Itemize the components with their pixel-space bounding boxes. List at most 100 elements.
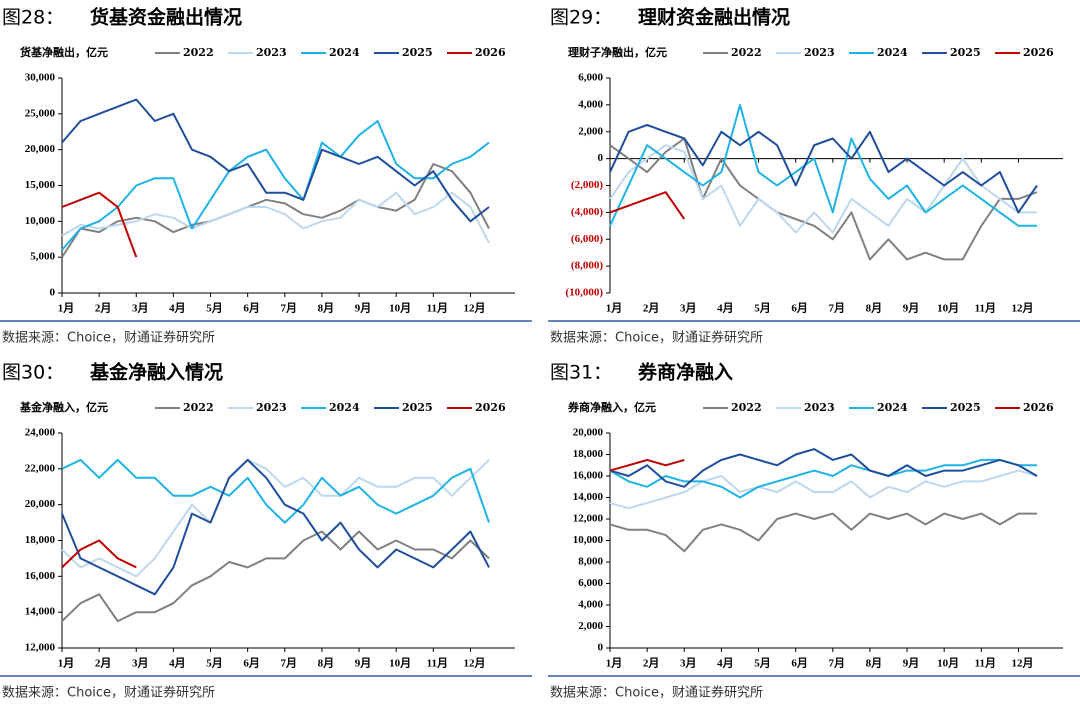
x-tick-label: 9月 <box>903 302 920 315</box>
x-tick-label: 12月 <box>463 657 485 670</box>
x-tick-label: 9月 <box>903 657 920 670</box>
series-line <box>61 163 490 258</box>
x-tick-label: 2月 <box>95 657 112 670</box>
x-tick-label: 11月 <box>427 657 448 670</box>
y-tick-label: 0 <box>598 642 604 654</box>
source-note: 数据来源：Choice，财通证券研究所 <box>2 330 215 346</box>
x-tick-label: 7月 <box>281 657 298 670</box>
legend-label: 2026 <box>1023 401 1054 414</box>
y-tick-label: 18,000 <box>25 534 56 546</box>
chart-title: 理财资金融出情况 <box>638 6 790 29</box>
y-tick-label: 20,000 <box>25 498 56 510</box>
x-tick-label: 12月 <box>463 302 485 315</box>
x-tick-label: 4月 <box>717 657 734 670</box>
y-tick-label: 2,000 <box>578 620 603 632</box>
x-tick-label: 3月 <box>132 302 149 315</box>
x-tick-label: 12月 <box>1011 302 1033 315</box>
series-line <box>609 124 1038 214</box>
y-axis-label: 券商净融入，亿元 <box>567 400 656 414</box>
x-tick-label: 11月 <box>975 657 996 670</box>
x-tick-label: 1月 <box>606 657 623 670</box>
legend-label: 2025 <box>402 46 433 59</box>
y-tick-label: 6,000 <box>578 72 603 84</box>
x-tick-label: 10月 <box>389 302 411 315</box>
series-line <box>61 530 490 623</box>
y-tick-label: 12,000 <box>25 642 56 654</box>
legend-label: 2025 <box>950 46 981 59</box>
series-line <box>609 137 1038 261</box>
y-tick-label: 14,000 <box>25 606 56 618</box>
series-line <box>609 512 1037 553</box>
series-line <box>61 458 490 596</box>
y-tick-label: 20,000 <box>25 143 56 155</box>
x-tick-label: 7月 <box>829 302 846 315</box>
legend-label: 2026 <box>475 401 506 414</box>
x-tick-label: 1月 <box>58 302 75 315</box>
legend-label: 2023 <box>256 46 287 59</box>
chart-title: 券商净融入 <box>637 361 733 384</box>
x-tick-label: 1月 <box>606 302 623 315</box>
series-line <box>609 103 1037 227</box>
series-line <box>609 144 1037 234</box>
x-tick-label: 5月 <box>206 302 223 315</box>
series-line <box>61 191 138 258</box>
y-tick-label: 2,000 <box>578 125 603 137</box>
y-tick-label: 0 <box>50 287 56 299</box>
x-tick-label: 3月 <box>680 657 697 670</box>
x-tick-label: 2月 <box>643 302 660 315</box>
y-tick-label: 18,000 <box>573 448 604 460</box>
legend-label: 2026 <box>1023 46 1054 59</box>
legend-label: 2022 <box>731 46 762 59</box>
x-tick-label: 12月 <box>1011 657 1033 670</box>
y-tick-label: 14,000 <box>573 491 604 503</box>
chart-title: 基金净融入情况 <box>89 361 223 384</box>
x-tick-label: 10月 <box>937 302 959 315</box>
x-tick-label: 9月 <box>355 302 372 315</box>
legend-label: 2025 <box>402 401 433 414</box>
x-tick-label: 8月 <box>866 302 883 315</box>
x-tick-label: 6月 <box>791 302 808 315</box>
y-tick-label: 5,000 <box>30 251 55 263</box>
legend-label: 2024 <box>329 401 360 414</box>
legend-label: 2025 <box>950 401 981 414</box>
y-tick-label: 16,000 <box>25 570 56 582</box>
series-line <box>61 191 490 244</box>
y-tick-label: 6,000 <box>578 577 603 589</box>
series-line <box>61 458 490 524</box>
series-line <box>609 458 1037 499</box>
x-tick-label: 3月 <box>132 657 149 670</box>
legend-label: 2024 <box>329 46 360 59</box>
x-tick-label: 7月 <box>281 302 298 315</box>
figure-label: 图31： <box>550 362 612 384</box>
series-line <box>61 98 490 223</box>
y-tick-label: 15,000 <box>25 179 56 191</box>
legend-label: 2024 <box>877 401 908 414</box>
series-line <box>61 539 137 569</box>
y-tick-label: 4,000 <box>578 599 603 611</box>
figure-label: 图29： <box>550 7 612 29</box>
x-tick-label: 2月 <box>643 657 660 670</box>
legend-label: 2023 <box>804 401 835 414</box>
y-tick-label: 22,000 <box>25 462 56 474</box>
y-tick-label: (6,000) <box>571 233 603 245</box>
x-tick-label: 6月 <box>243 657 260 670</box>
x-tick-label: 8月 <box>318 302 335 315</box>
source-note: 数据来源：Choice，财通证券研究所 <box>550 330 763 346</box>
figure-label: 图28： <box>2 7 64 29</box>
y-tick-label: (10,000) <box>565 287 603 299</box>
y-tick-label: 4,000 <box>578 98 603 110</box>
series-line <box>609 458 685 472</box>
y-tick-label: 25,000 <box>25 107 56 119</box>
y-tick-label: (8,000) <box>571 260 603 272</box>
y-tick-label: 8,000 <box>578 556 603 568</box>
x-tick-label: 6月 <box>243 302 260 315</box>
series-line <box>609 191 686 220</box>
figure-label: 图30： <box>2 362 64 384</box>
y-axis-label: 理财子净融出，亿元 <box>568 45 667 59</box>
y-tick-label: 16,000 <box>573 470 604 482</box>
y-tick-label: 24,000 <box>25 427 56 439</box>
